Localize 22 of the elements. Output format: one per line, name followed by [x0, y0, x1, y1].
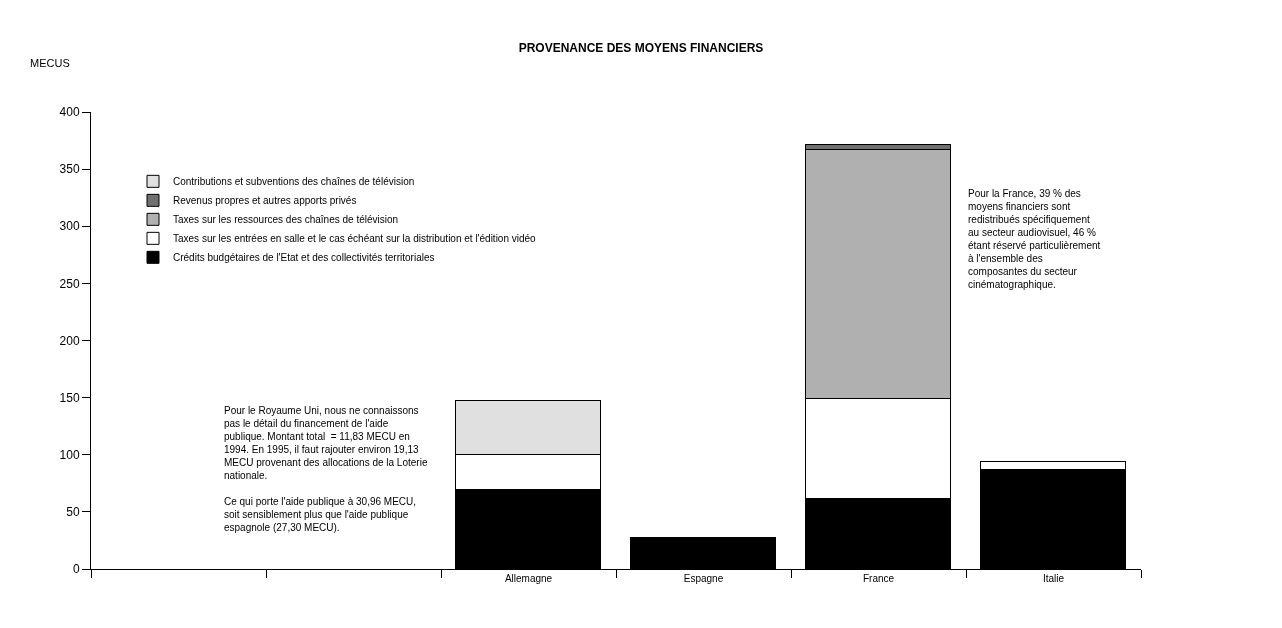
y-tick-label: 400 [59, 105, 80, 120]
legend-label: Taxes sur les ressources des chaînes de télévision [173, 214, 399, 226]
annotation: Pour la France, 39 % des moyens financiers sont redistribués spécifiquement au secteur audiovisuel, 46 % étant réservé particulièrement à l'ensemble des composantes du secteur cinématographique. [968, 188, 1101, 290]
y-tick-label: 300 [59, 219, 80, 234]
x-tick-label: France [862, 573, 895, 584]
y-tick-label: 250 [59, 276, 80, 291]
y-tick-label: 100 [59, 447, 80, 462]
y-tick-label: 200 [59, 333, 80, 348]
y-tick-label: 50 [66, 505, 80, 520]
legend-label: Crédits budgétaires de l'Etat et des collectivités territoriales [173, 252, 435, 264]
y-tick-label: 0 [72, 562, 80, 577]
legend-label: Revenus propres et autres apports privés [173, 195, 357, 207]
legend-label: Taxes sur les entrées en salle et le cas échéant sur la distribution et l'édition vidéo [173, 233, 537, 245]
x-tick-label: Allemagne [504, 573, 553, 584]
y-tick-label: 150 [59, 390, 80, 405]
x-tick-label: Italie [1042, 573, 1065, 584]
x-tick-label: Espagne [683, 573, 724, 584]
legend-label: Contributions et subventions des chaînes de télévision [173, 176, 415, 188]
y-tick-label: 350 [59, 162, 80, 177]
chart-title: PROVENANCE DES MOYENS FINANCIERS [518, 41, 764, 56]
text: Pour le Royaume Uni, nous ne connaissons pas le détail du financement de l'aide publique. Montant total = 11,83 MECU en 1994. En 1995, il faut rajouter environ 19,13 MECU provenant des allocations de la Loterie nationale. Ce qui porte l'aide publique à 30,96 MECU, soit sensiblement plus que l'aide publique espagnole (27,30 MECU). [224, 405, 428, 533]
y-axis-title: MECUS [30, 57, 70, 69]
